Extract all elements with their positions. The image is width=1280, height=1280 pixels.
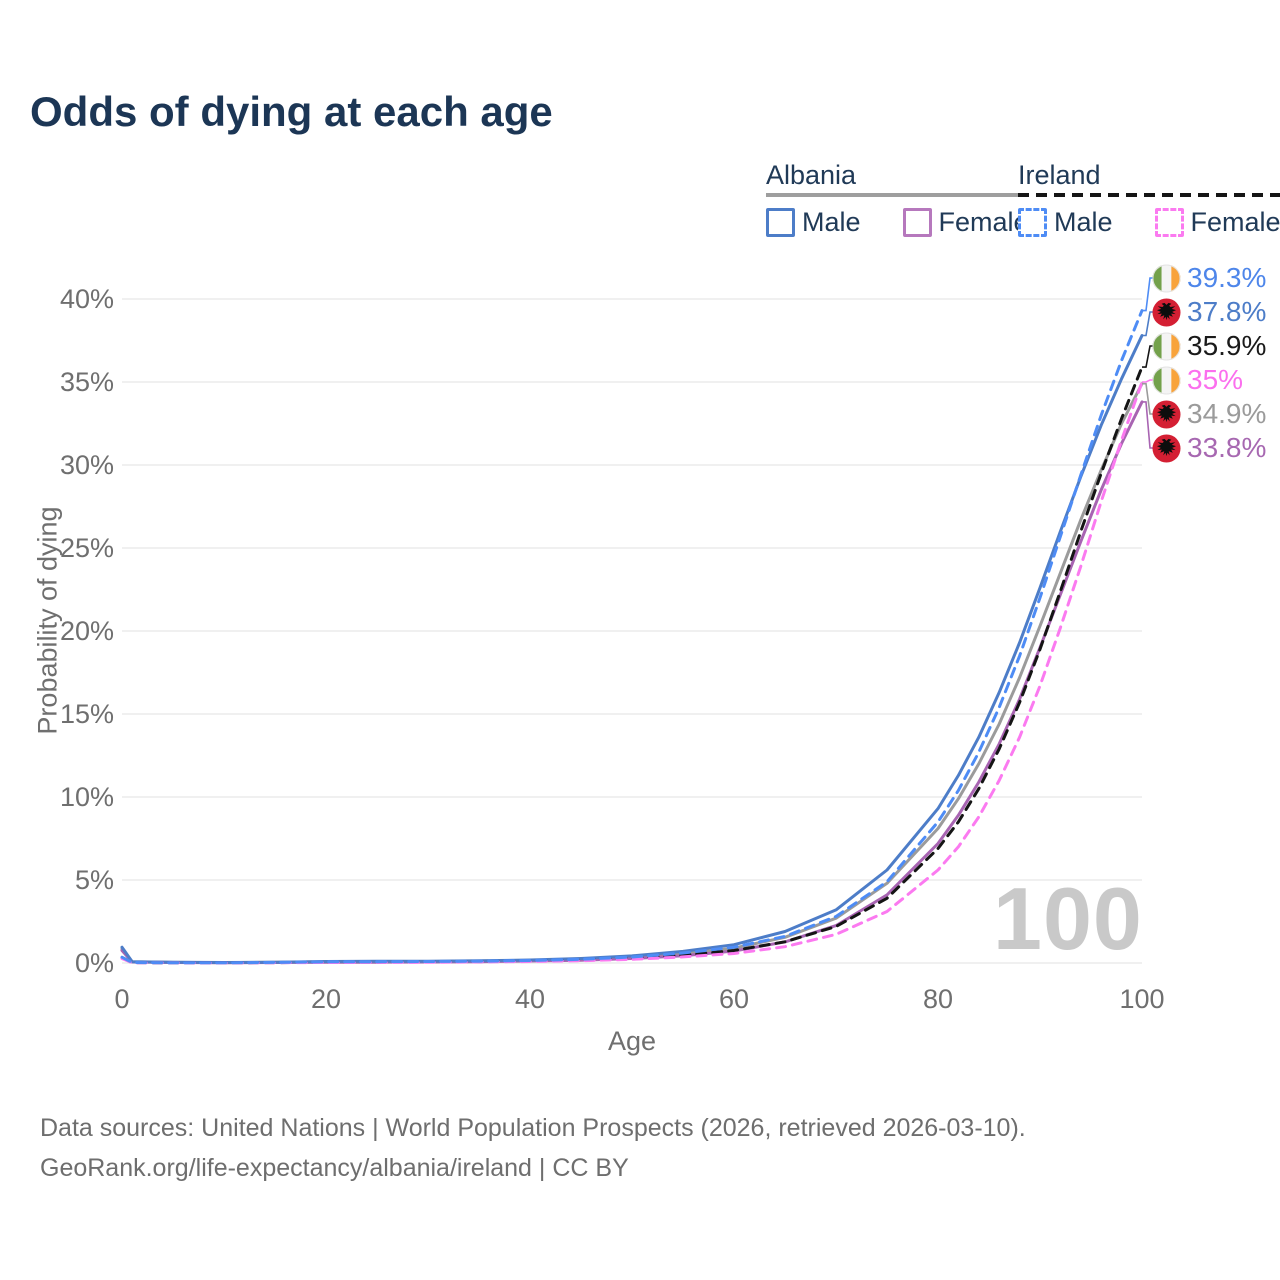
legend-underline-ireland	[1018, 193, 1280, 197]
end-label-value: 34.9%	[1187, 398, 1267, 429]
end-label-value: 33.8%	[1187, 432, 1267, 463]
ireland-flag-icon	[1152, 365, 1181, 395]
legend-group-ireland: Ireland Male Female	[1018, 160, 1280, 238]
y-axis-tick-label: 30%	[59, 450, 114, 480]
series-line-ireland-total	[120, 365, 1144, 965]
end-label-value: 37.8%	[1187, 296, 1267, 327]
y-axis-tick-label: 40%	[59, 284, 114, 314]
label-connector	[1142, 277, 1154, 312]
x-axis-tick-label: 20	[310, 984, 342, 1014]
checkbox-icon	[902, 208, 932, 237]
ireland-flag-icon	[1152, 331, 1181, 361]
label-connector	[1142, 311, 1154, 337]
legend-item-ireland-male[interactable]: Male	[1018, 207, 1113, 238]
legend-group-albania: Albania Male Female	[766, 160, 1029, 238]
series-line-ireland-female	[120, 380, 1144, 965]
end-label-value: 35.9%	[1187, 330, 1267, 361]
age-counter-watermark: 100	[993, 869, 1143, 968]
label-connector	[1142, 382, 1154, 415]
x-axis-tick-label: 40	[514, 984, 546, 1014]
legend-label: Male	[802, 207, 861, 237]
legend-item-albania-male[interactable]: Male	[766, 207, 861, 238]
footer-attribution: GeoRank.org/life-expectancy/albania/irel…	[40, 1154, 629, 1182]
end-label-value: 39.3%	[1187, 262, 1267, 293]
legend-underline-albania	[766, 193, 1029, 197]
legend-group-albania-title: Albania	[766, 160, 857, 190]
checkbox-icon	[1018, 208, 1047, 237]
end-label-albania-female: 33.8%	[1152, 432, 1266, 464]
end-label-ireland-female: 35%	[1152, 364, 1243, 396]
albania-flag-icon	[1152, 399, 1181, 429]
label-connector	[1142, 379, 1154, 383]
x-axis-title: Age	[607, 1026, 657, 1056]
end-label-ireland-male: 39.3%	[1152, 262, 1266, 294]
checkbox-icon	[1154, 208, 1184, 237]
y-axis-tick-label: 0%	[74, 948, 114, 978]
y-axis-tick-label: 10%	[59, 782, 114, 812]
checkbox-icon	[766, 208, 795, 237]
x-axis-tick-label: 100	[1119, 984, 1165, 1014]
y-axis-tick-label: 5%	[74, 865, 114, 895]
y-axis-tick-label: 20%	[59, 616, 114, 646]
albania-flag-icon	[1152, 433, 1181, 463]
x-axis-tick-label: 0	[114, 984, 130, 1014]
legend-label: Male	[1054, 207, 1113, 237]
series-line-albania-female	[120, 400, 1144, 965]
x-axis-tick-label: 60	[718, 984, 750, 1014]
end-label-ireland-total: 35.9%	[1152, 330, 1266, 362]
albania-flag-icon	[1152, 297, 1181, 327]
legend-item-ireland-female[interactable]: Female	[1154, 207, 1280, 238]
y-axis-tick-label: 35%	[59, 367, 114, 397]
y-axis-tick-label: 25%	[59, 533, 114, 563]
x-axis-tick-label: 80	[922, 984, 954, 1014]
series-line-ireland-male	[120, 309, 1144, 965]
legend-group-ireland-title: Ireland	[1018, 160, 1101, 190]
series-line-albania-male	[120, 334, 1144, 964]
ireland-flag-icon	[1152, 263, 1181, 293]
footer: Data sources: United Nations | World Pop…	[40, 1108, 1026, 1188]
end-label-albania-total: 34.9%	[1152, 398, 1266, 430]
y-axis-title: Probability of dying	[32, 506, 63, 735]
end-label-value: 35%	[1187, 364, 1244, 395]
label-connector	[1142, 345, 1154, 368]
legend-label: Female	[1190, 207, 1280, 237]
legend-item-albania-female[interactable]: Female	[902, 207, 1029, 238]
y-axis-tick-label: 15%	[59, 699, 114, 729]
legend-label: Female	[938, 207, 1029, 237]
series-line-albania-total	[120, 382, 1144, 965]
footer-sources: Data sources: United Nations | World Pop…	[40, 1114, 1026, 1142]
page-title: Odds of dying at each age	[30, 88, 553, 135]
label-connector	[1142, 401, 1154, 449]
end-label-albania-male: 37.8%	[1152, 296, 1266, 328]
